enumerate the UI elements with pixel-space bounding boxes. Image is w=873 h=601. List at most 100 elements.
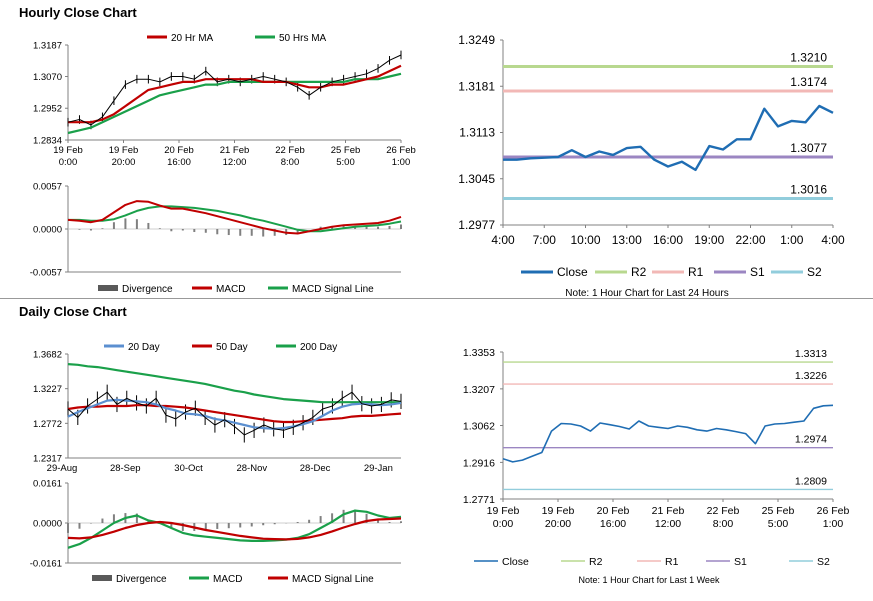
hourly-levels-legend-r2-label: R2	[631, 265, 647, 279]
hourly-price-x-tick-time: 20:00	[112, 157, 136, 168]
daily-levels-x-tick-date: 25 Feb	[762, 505, 795, 517]
daily-levels-level-r2-label: 1.3313	[795, 348, 827, 360]
daily-levels-x-tick-date: 20 Feb	[597, 505, 630, 517]
hourly-price-x-tick-date: 19 Feb	[53, 145, 83, 156]
daily-levels-legend-s1-label: S1	[734, 556, 747, 568]
daily-price-x-tick-label: 28-Dec	[300, 463, 331, 474]
hourly-levels-y-tick-label: 1.3249	[458, 33, 495, 47]
hourly-price-x-tick-time: 0:00	[59, 157, 78, 168]
hourly-legend-20hr-label: 20 Hr MA	[171, 33, 214, 44]
hourly-macd-line	[67, 200, 402, 235]
hourly-price-x-tick-date: 21 Feb	[220, 145, 250, 156]
hourly-legend-divergence-swatch	[98, 285, 118, 291]
daily-section-title: Daily Close Chart	[19, 304, 127, 319]
hourly-section-title: Hourly Close Chart	[19, 5, 137, 20]
hourly-50hr-ma-line	[67, 72, 402, 135]
hourly-levels-x-tick-label: 4:00	[821, 233, 845, 247]
daily-levels-x-tick-time: 8:00	[713, 518, 734, 530]
daily-levels-x-tick-time: 20:00	[545, 518, 571, 530]
hourly-levels-legend-r1-label: R1	[688, 265, 704, 279]
daily-price-y-tick-label: 1.2317	[33, 454, 62, 465]
daily-macd-signal-line	[67, 517, 402, 541]
hourly-legend-50hr-label: 50 Hrs MA	[279, 33, 327, 44]
hourly-levels-level-s2-label: 1.3016	[790, 182, 827, 196]
daily-levels-y-tick-label: 1.3062	[463, 421, 495, 433]
hourly-price-x-tick-time: 12:00	[223, 157, 247, 168]
daily-levels-x-tick-time: 1:00	[823, 518, 844, 530]
hourly-price-x-tick-time: 8:00	[281, 157, 300, 168]
daily-200day-line	[67, 363, 401, 404]
daily-legend-divergence-label: Divergence	[116, 574, 167, 585]
daily-price-x-tick-label: 28-Sep	[110, 463, 141, 474]
daily-levels-level-r1-label: 1.3226	[795, 370, 827, 382]
hourly-levels-y-tick-label: 1.3181	[458, 79, 495, 93]
daily-levels-legend-s2-label: S2	[817, 556, 830, 568]
hourly-levels-legend-close-label: Close	[557, 265, 588, 279]
daily-levels-level-s1-label: 1.2974	[795, 434, 827, 446]
hourly-levels-x-tick-label: 10:00	[570, 233, 600, 247]
daily-close-line	[67, 391, 402, 436]
daily-levels-close-line	[502, 404, 834, 463]
daily-levels-y-tick-label: 1.3353	[463, 347, 495, 359]
hourly-levels-close-line	[503, 104, 834, 172]
hourly-price-y-tick-label: 1.2834	[33, 136, 62, 147]
hourly-price-x-tick-date: 20 Feb	[164, 145, 194, 156]
daily-levels-x-tick-date: 21 Feb	[652, 505, 685, 517]
daily-legend-macd-label: MACD	[213, 574, 242, 585]
daily-legend-200day-label: 200 Day	[300, 342, 337, 353]
daily-price-x-tick-label: 30-Oct	[174, 463, 203, 474]
hourly-price-y-tick-label: 1.3187	[33, 41, 62, 52]
daily-levels-legend-r1-label: R1	[665, 556, 679, 568]
hourly-price-y-tick-label: 1.2952	[33, 104, 62, 115]
daily-price-y-tick-label: 1.3227	[33, 384, 62, 395]
hourly-close-line	[67, 54, 402, 126]
hourly-macd-y-tick-label: 0.0057	[33, 182, 62, 193]
daily-price-y-tick-label: 1.2772	[33, 419, 62, 430]
hourly-levels-x-tick-label: 7:00	[533, 233, 557, 247]
hourly-levels-level-r2-label: 1.3210	[790, 51, 827, 65]
hourly-price-x-tick-time: 1:00	[392, 157, 411, 168]
daily-levels-x-tick-date: 19 Feb	[542, 505, 575, 517]
daily-levels-x-tick-time: 16:00	[600, 518, 626, 530]
daily-legend-20day-label: 20 Day	[128, 342, 160, 353]
daily-levels-y-tick-label: 1.2916	[463, 457, 495, 469]
hourly-price-y-tick-label: 1.3070	[33, 72, 62, 83]
daily-50day-line	[67, 404, 402, 424]
hourly-macd-y-tick-label: 0.0000	[33, 225, 62, 236]
hourly-price-x-tick-date: 26 Feb	[386, 145, 416, 156]
hourly-20hr-ma-line	[68, 64, 402, 124]
daily-macd-y-tick-label: -0.0161	[30, 559, 62, 570]
daily-legend-50day-label: 50 Day	[216, 342, 248, 353]
hourly-price-x-tick-date: 19 Feb	[109, 145, 139, 156]
hourly-price-x-tick-time: 5:00	[336, 157, 355, 168]
hourly-levels-x-tick-label: 4:00	[491, 233, 515, 247]
daily-price-y-tick-label: 1.3682	[33, 350, 62, 361]
hourly-levels-x-tick-label: 22:00	[735, 233, 765, 247]
daily-levels-x-tick-time: 0:00	[493, 518, 514, 530]
daily-macd-line	[67, 509, 402, 549]
hourly-levels-legend-s2-label: S2	[807, 265, 822, 279]
hourly-levels-legend-s1-label: S1	[750, 265, 765, 279]
daily-legend-divergence-swatch	[92, 575, 112, 581]
hourly-macd-y-tick-label: -0.0057	[30, 268, 62, 279]
hourly-levels-y-tick-label: 1.3113	[459, 126, 495, 140]
hourly-legend-divergence-label: Divergence	[122, 284, 173, 295]
daily-macd-y-tick-label: 0.0000	[33, 519, 62, 530]
daily-levels-level-s2-label: 1.2809	[795, 475, 827, 487]
hourly-price-x-tick-date: 25 Feb	[331, 145, 361, 156]
hourly-levels-x-tick-label: 19:00	[694, 233, 724, 247]
hourly-levels-note: Note: 1 Hour Chart for Last 24 Hours	[565, 288, 728, 299]
daily-price-x-tick-label: 29-Aug	[47, 463, 78, 474]
hourly-legend-macd-label: MACD	[216, 284, 245, 295]
daily-levels-note: Note: 1 Hour Chart for Last 1 Week	[579, 575, 720, 585]
hourly-levels-x-tick-label: 1:00	[780, 233, 804, 247]
daily-price-x-tick-label: 28-Nov	[236, 463, 267, 474]
hourly-macd-signal-line	[68, 205, 402, 233]
hourly-levels-y-tick-label: 1.2977	[458, 218, 495, 232]
daily-levels-legend-close-label: Close	[502, 556, 529, 568]
daily-levels-y-tick-label: 1.2771	[463, 494, 495, 506]
daily-levels-legend-r2-label: R2	[589, 556, 603, 568]
hourly-levels-x-tick-label: 13:00	[612, 233, 642, 247]
daily-levels-x-tick-date: 26 Feb	[817, 505, 850, 517]
